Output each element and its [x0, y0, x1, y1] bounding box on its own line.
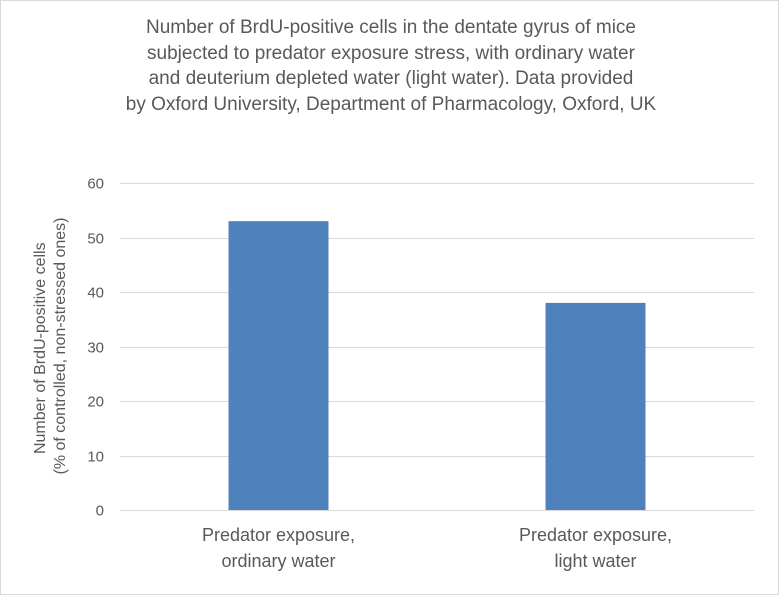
- y-axis-label-line: (% of controlled, non-stressed ones): [52, 217, 69, 474]
- chart-title-line: and deuterium depleted water (light wate…: [148, 68, 634, 89]
- bar: [228, 221, 329, 510]
- x-category-label-line: light water: [554, 551, 636, 571]
- chart-title: Number of BrdU-positive cells in the den…: [61, 15, 721, 117]
- x-category-label-line: ordinary water: [221, 551, 335, 571]
- x-category-label-line: Predator exposure,: [202, 525, 355, 545]
- x-axis-categories: Predator exposure, ordinary waterPredator…: [202, 525, 672, 571]
- y-axis-ticks: 0 10 20 30 40 50 60: [87, 176, 104, 520]
- x-category-label: Predator exposure, ordinary water: [202, 525, 355, 571]
- chart-title-line: by Oxford University, Department of Phar…: [125, 93, 657, 115]
- y-tick-label: 10: [87, 449, 104, 466]
- x-category-label-line: Predator exposure,: [519, 525, 672, 545]
- y-tick-label: 0: [96, 503, 104, 520]
- y-tick-label: 60: [87, 176, 104, 193]
- y-axis-label-line: Number of BrdU-positive cells: [32, 242, 49, 454]
- bar: [545, 302, 646, 510]
- y-axis-label: Number of BrdU-positive cells (% of cont…: [32, 217, 69, 474]
- y-tick-label: 50: [87, 231, 104, 248]
- y-tick-label: 30: [87, 340, 104, 357]
- y-tick-label: 20: [87, 394, 104, 411]
- y-tick-label: 40: [87, 285, 104, 302]
- bars: [228, 221, 646, 510]
- gridlines: [120, 183, 754, 511]
- chart-title-line: Number of BrdU-positive cells in the den…: [146, 17, 636, 38]
- x-category-label: Predator exposure, light water: [519, 525, 672, 571]
- chart-title-line: subjected to predator exposure stress, w…: [147, 42, 635, 64]
